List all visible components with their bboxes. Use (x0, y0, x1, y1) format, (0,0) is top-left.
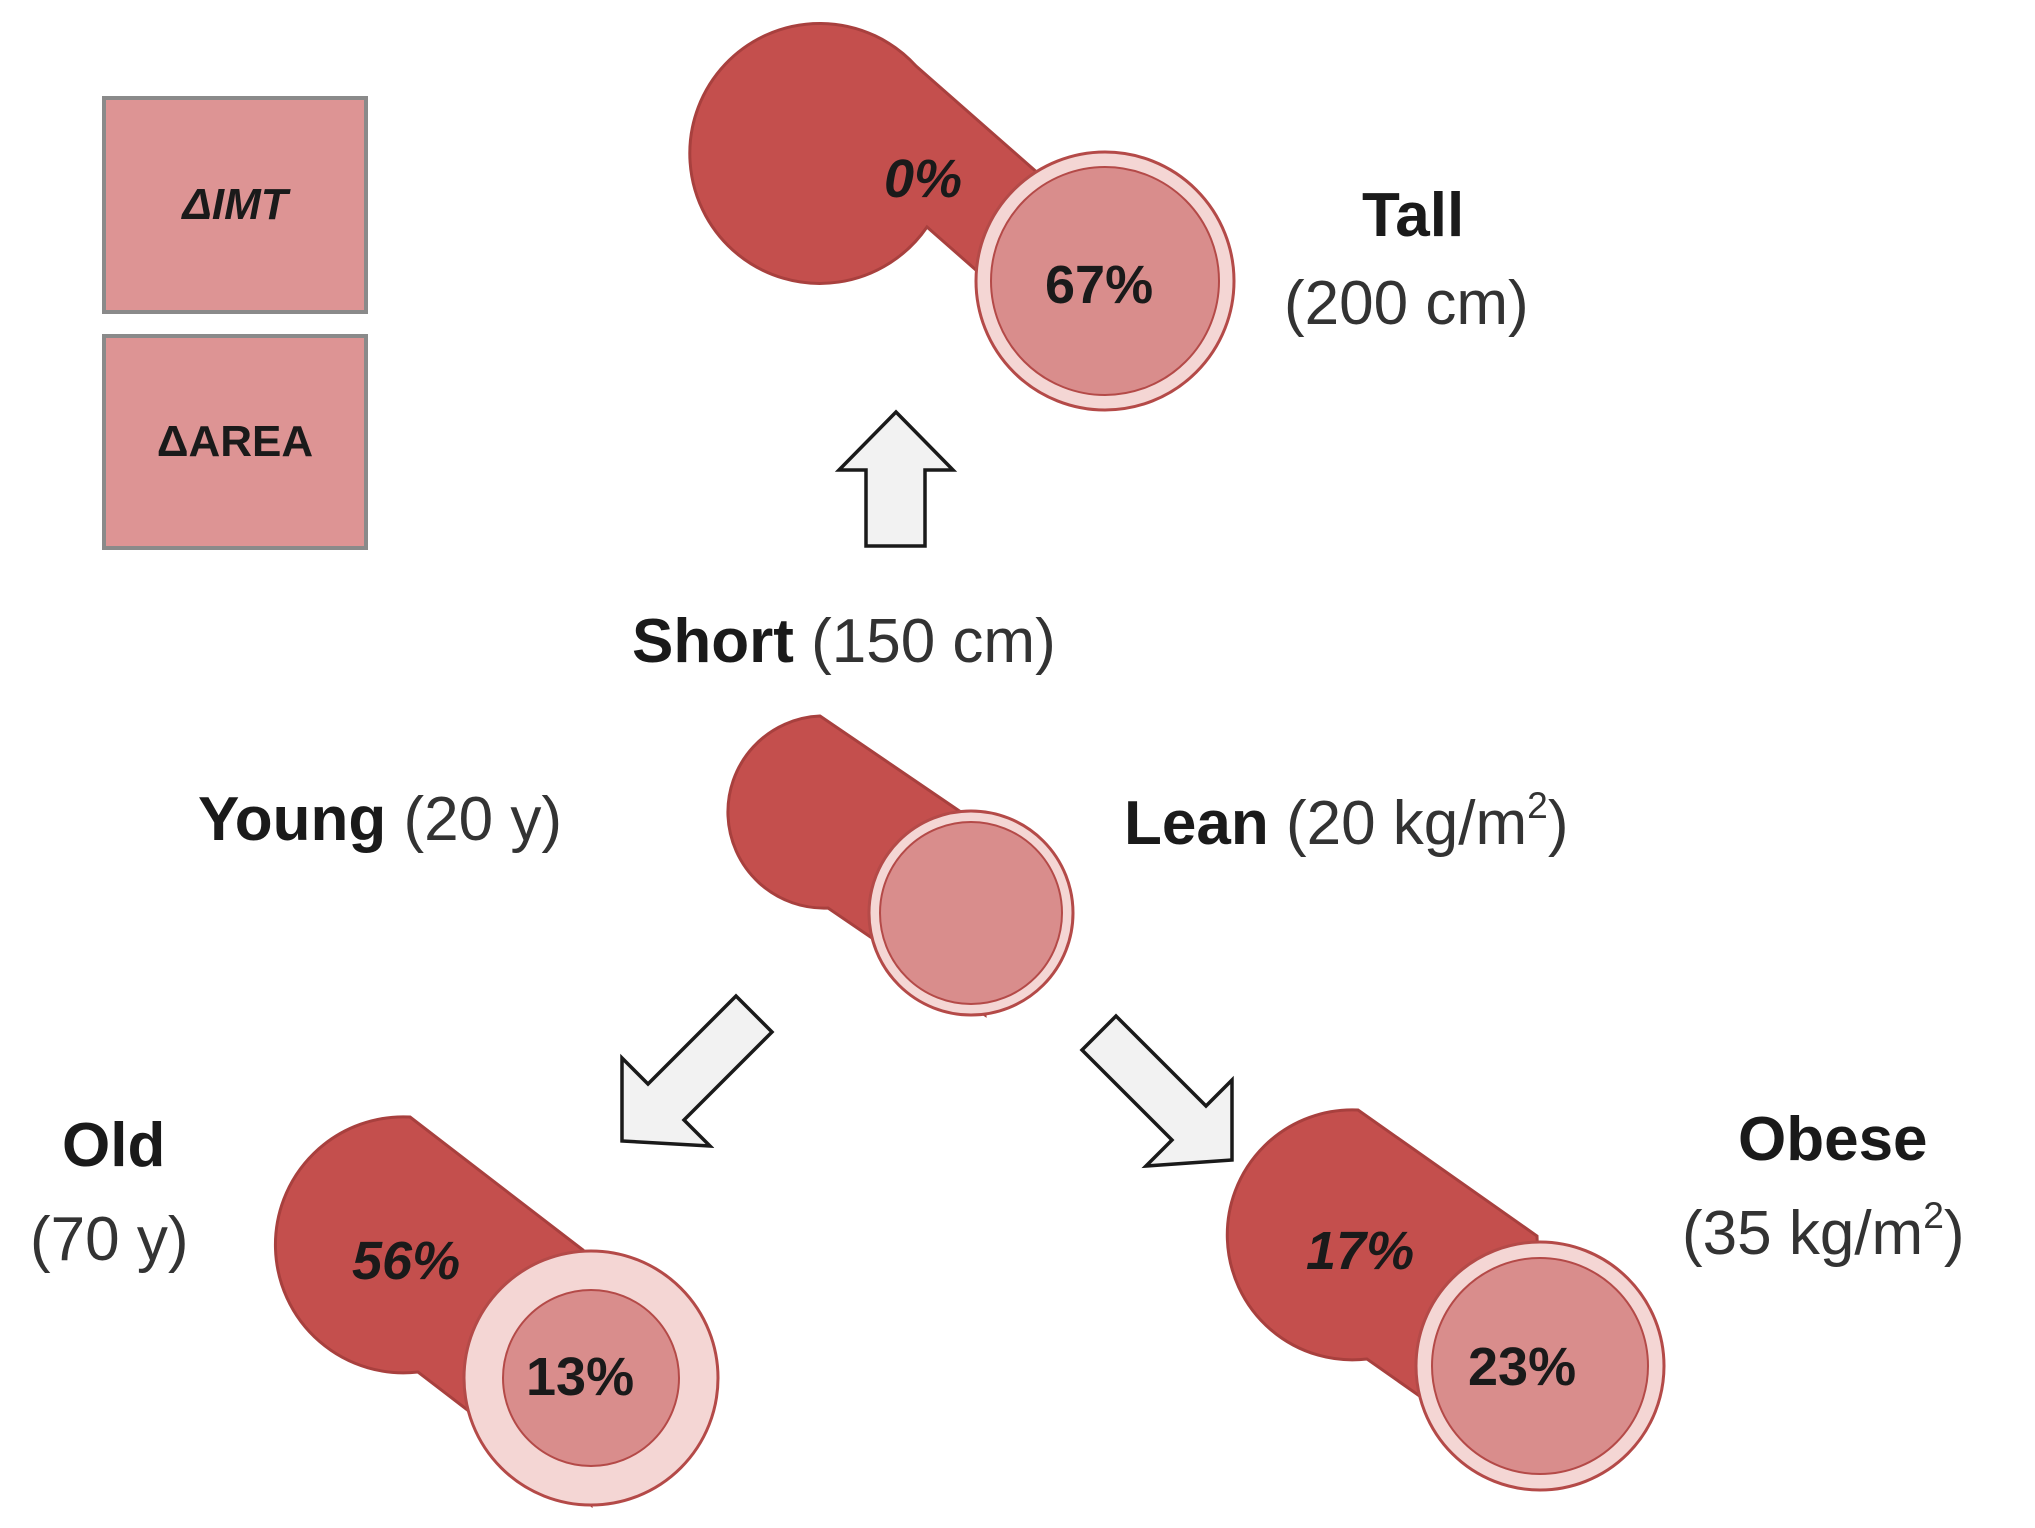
tall-value: (200 cm) (1284, 269, 1529, 338)
center-height-value: (150 cm) (811, 607, 1056, 676)
arrow-down-left-icon (620, 993, 775, 1149)
arrow-down-right-icon (1079, 1013, 1234, 1169)
center-bmi-value-sup: 2 (1527, 783, 1548, 826)
center-age-value: (20 y) (403, 785, 562, 854)
obese-area-pct: 23% (1468, 1337, 1577, 1397)
obese-value-prefix: (35 kg/m (1682, 1199, 1924, 1268)
obese-value: (35 kg/m2) (1682, 1196, 1965, 1269)
vessel-old (273, 1115, 720, 1509)
vessel-old-lumen (502, 1289, 680, 1467)
tall-imt-pct: 0% (884, 149, 963, 209)
center-bmi-value: (20 kg/m2) (1285, 786, 1569, 858)
legend-area-label: ΔAREA (156, 417, 314, 466)
obese-imt-pct: 17% (1306, 1221, 1415, 1281)
legend-area-box: ΔAREA (102, 334, 368, 550)
old-value: (70 y) (30, 1205, 189, 1274)
center-height-text: Short (150 cm) (632, 606, 1056, 677)
obese-value-suffix: ) (1943, 1199, 1965, 1268)
center-bmi-text: Lean (20 kg/m2) (1124, 786, 1569, 859)
old-area-pct: 13% (526, 1347, 635, 1407)
obese-value-sup: 2 (1923, 1193, 1944, 1236)
vessel-center (726, 714, 1075, 1018)
legend-imt-label: ΔIMT (182, 180, 288, 229)
legend-imt-box: ΔIMT (102, 96, 368, 314)
obese-label: Obese (1738, 1105, 1928, 1174)
vessel-tall-lumen (990, 166, 1220, 396)
center-age-text: Young (20 y) (198, 784, 562, 855)
old-imt-pct: 56% (352, 1231, 461, 1291)
center-height-label: Short (632, 607, 794, 676)
center-age-label: Young (198, 785, 387, 854)
center-bmi-value-suffix: ) (1547, 789, 1569, 858)
vessel-obese (1225, 1108, 1666, 1492)
old-label: Old (62, 1111, 166, 1180)
center-bmi-label: Lean (1124, 789, 1269, 858)
arrow-up-icon (834, 409, 958, 548)
vessel-tall (688, 22, 1236, 412)
vessel-center-lumen (879, 821, 1063, 1005)
vessel-obese-lumen (1431, 1257, 1649, 1475)
tall-label: Tall (1362, 181, 1465, 250)
center-bmi-value-prefix: (20 kg/m (1285, 789, 1528, 858)
tall-area-pct: 67% (1045, 255, 1154, 315)
